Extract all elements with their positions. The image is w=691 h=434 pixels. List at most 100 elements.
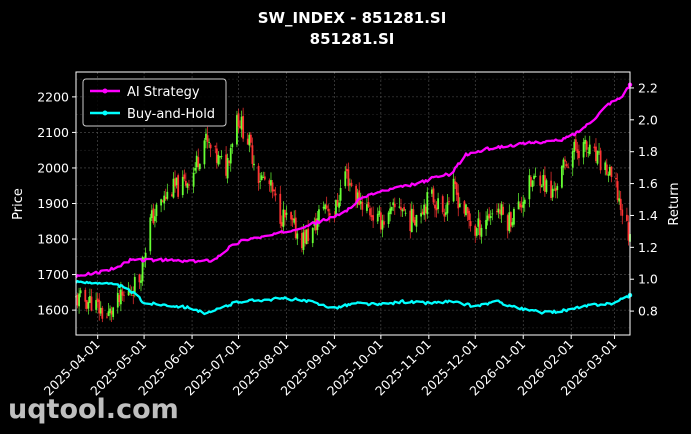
candle-body-100	[291, 218, 294, 221]
candle-body-27	[132, 294, 135, 297]
candle-body-130	[356, 192, 359, 205]
right-tick-label-7: 2.2	[638, 80, 658, 95]
candle-body-169	[441, 196, 444, 213]
candle-body-175	[454, 181, 457, 184]
candle-body-79	[246, 138, 249, 145]
candle-body-54	[192, 172, 195, 187]
left-tick-label-2: 1800	[37, 232, 69, 247]
candle-body-171	[444, 212, 447, 215]
candle-body-83	[253, 163, 255, 166]
candle-body-49	[181, 176, 184, 196]
candle-body-232	[576, 149, 579, 153]
candle-body-127	[349, 183, 351, 185]
candle-body-78	[242, 116, 245, 139]
candle-body-104	[301, 233, 303, 249]
candle-body-187	[478, 220, 481, 236]
candle-body-19	[116, 292, 119, 308]
candle-body-206	[520, 205, 523, 208]
candle-body-76	[239, 126, 241, 129]
candle-body-143	[383, 221, 385, 225]
candle-body-20	[118, 295, 121, 303]
candle-body-102	[294, 217, 297, 238]
candle-body-38	[155, 204, 158, 217]
candle-body-225	[562, 159, 565, 168]
candle-body-253	[621, 209, 624, 216]
candle-body-55	[194, 167, 197, 171]
candle-body-207	[522, 201, 525, 208]
candle-body-242	[598, 151, 600, 153]
candle-body-114	[322, 206, 325, 209]
candle-body-87	[262, 177, 265, 178]
candle-body-126	[347, 169, 350, 187]
candle-body-200	[508, 212, 511, 232]
legend: AI Strategy Buy-and-Hold	[82, 78, 227, 127]
candle-body-61	[206, 135, 209, 142]
candle-body-108	[307, 228, 310, 241]
right-tick-label-4: 1.6	[638, 176, 658, 191]
legend-label-ai: AI Strategy	[127, 85, 200, 100]
candle-body-241	[596, 150, 599, 164]
candle-body-42	[164, 196, 167, 200]
candle-body-35	[150, 210, 153, 218]
candle-body-33	[144, 252, 147, 261]
candle-body-103	[296, 233, 299, 239]
candle-body-181	[466, 207, 469, 214]
candle-body-88	[263, 176, 266, 180]
left-tick-label-4: 2000	[37, 160, 69, 175]
candle-body-32	[143, 258, 145, 260]
candle-body-109	[311, 227, 314, 244]
candle-body-97	[284, 209, 286, 218]
candle-body-197	[500, 204, 503, 216]
series-line-0	[75, 84, 632, 279]
right-axis: 0.8 1.0 1.2 1.4 1.6 1.8 2.0 2.2	[630, 80, 658, 319]
candle-body-164	[431, 189, 433, 194]
candle-body-228	[567, 166, 570, 168]
candle-body-186	[477, 218, 480, 227]
candle-body-213	[534, 176, 537, 177]
candle-body-3	[79, 290, 82, 294]
candle-body-176	[455, 182, 458, 195]
candle-body-128	[350, 182, 353, 187]
candle-body-44	[171, 194, 173, 197]
candle-body-123	[339, 187, 342, 201]
candle-body-189	[485, 219, 487, 230]
left-tick-label-1: 1700	[37, 267, 69, 282]
candle-body-105	[302, 232, 305, 250]
candle-body-80	[248, 134, 251, 146]
candle-body-194	[496, 211, 498, 212]
candle-body-29	[138, 274, 141, 283]
candle-body-95	[280, 222, 283, 226]
candle-body-142	[381, 220, 384, 230]
candle-body-149	[398, 206, 401, 208]
watermark: uqtool.com	[8, 394, 179, 425]
candle-body-21	[119, 289, 122, 305]
candle-body-129	[355, 185, 357, 203]
candle-body-165	[432, 188, 435, 203]
candle-body-67	[219, 156, 221, 158]
candle-body-37	[154, 216, 156, 222]
candle-body-155	[410, 208, 413, 233]
candle-body-52	[186, 183, 189, 188]
candle-body-159	[420, 213, 422, 217]
candle-body-163	[426, 192, 429, 215]
candle-body-230	[573, 141, 576, 152]
candle-body-115	[324, 204, 327, 210]
candle-body-112	[316, 218, 319, 230]
candle-body-121	[336, 200, 339, 206]
candle-body-172	[446, 202, 449, 214]
candle-body-69	[225, 154, 228, 176]
candle-body-59	[203, 140, 206, 165]
candle-body-166	[434, 204, 436, 209]
candle-body-216	[542, 175, 545, 186]
candle-body-162	[424, 206, 427, 214]
candle-body-178	[458, 203, 461, 208]
candle-body-113	[318, 209, 320, 221]
candle-body-43	[166, 191, 169, 199]
candle-body-233	[578, 150, 580, 159]
candle-body-34	[149, 217, 152, 252]
candle-body-208	[523, 199, 526, 204]
candle-body-11	[98, 299, 101, 314]
candle-body-118	[328, 213, 331, 216]
candle-body-147	[392, 202, 395, 206]
